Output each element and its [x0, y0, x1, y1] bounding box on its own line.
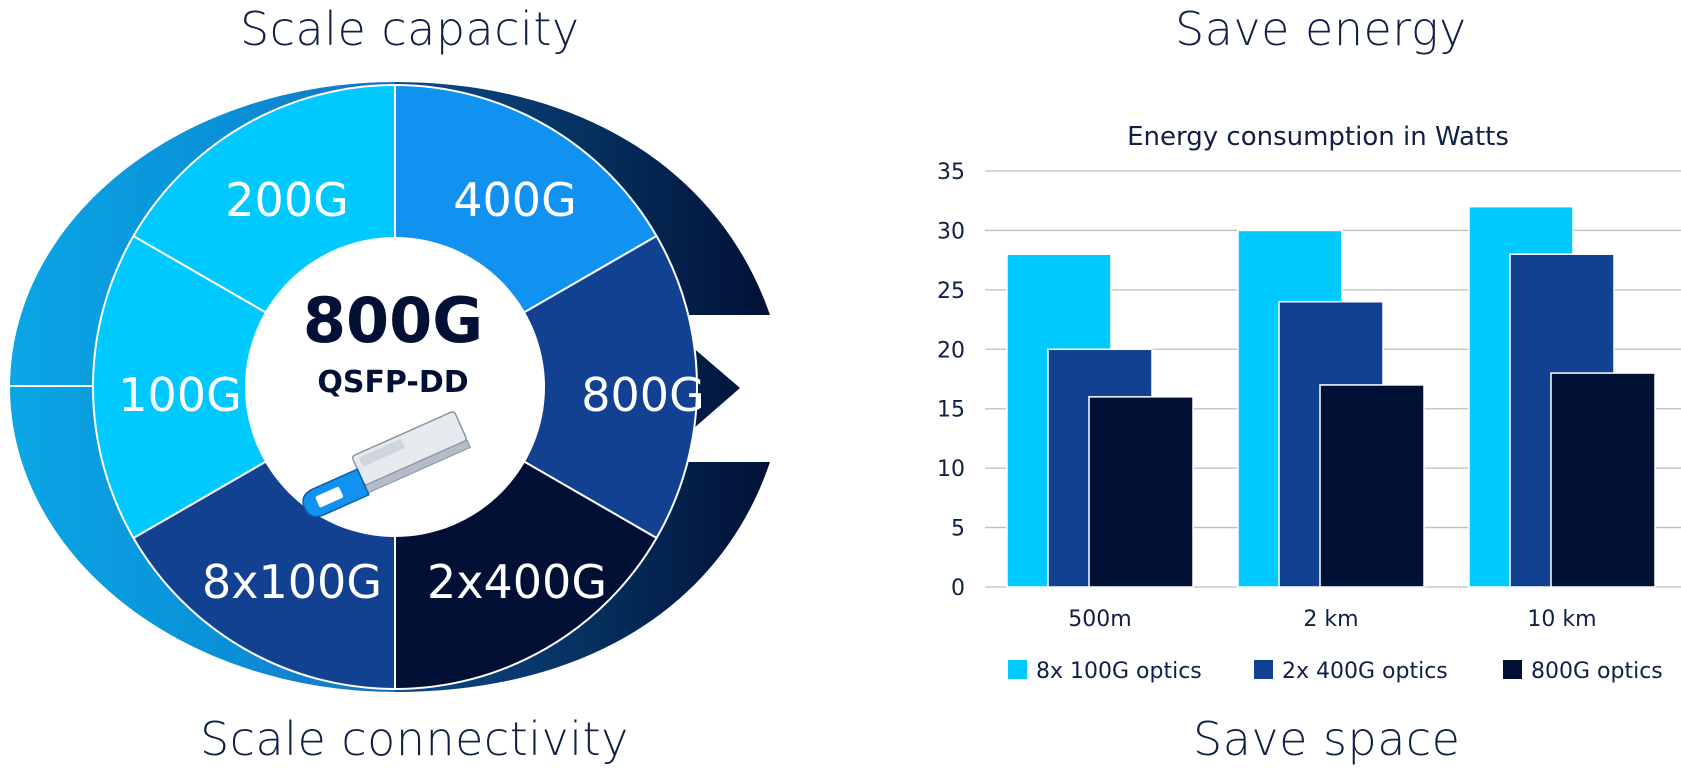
y-tick-label: 5 [951, 517, 965, 542]
center-disc [245, 237, 545, 537]
segment-400g [392, 234, 699, 540]
chart-legend: 8x 100G optics 2x 400G optics 800G optics [1008, 659, 1663, 684]
heading-scale-connectivity: Scale connectivity [200, 712, 629, 766]
heading-save-energy: Save energy [1175, 2, 1467, 56]
x-tick-label: 10 km [1527, 607, 1596, 632]
y-tick-label: 35 [937, 160, 965, 185]
segment-8x100g [91, 234, 398, 540]
segment-label: 800G [581, 368, 704, 422]
segment-label: 200G [225, 173, 348, 227]
segment-label: 400G [453, 173, 576, 227]
segment-labels: 200G 400G 800G 2x400G 8x100G 100G [118, 173, 704, 609]
y-tick-label: 15 [937, 398, 965, 423]
x-tick-label: 2 km [1303, 607, 1358, 632]
segment-label: 2x400G [427, 555, 607, 609]
bar-3-2 [1319, 384, 1425, 588]
legend-label: 2x 400G optics [1282, 659, 1448, 684]
chart-title: Energy consumption in Watts [1127, 122, 1509, 152]
y-tick-label: 10 [937, 457, 965, 482]
legend-swatch [1503, 660, 1522, 679]
y-tick-label: 25 [937, 279, 965, 304]
y-tick-label: 20 [937, 338, 965, 363]
heading-save-space: Save space [1193, 712, 1461, 766]
qsfp-dd-module-icon [302, 411, 471, 518]
center-subtitle: QSFP-DD [317, 365, 468, 400]
bar-3-1 [1088, 396, 1194, 588]
legend-swatch [1008, 660, 1027, 679]
y-tick-label: 0 [951, 576, 965, 601]
x-tick-label: 500m [1068, 607, 1131, 632]
legend-swatch [1254, 660, 1273, 679]
heading-scale-capacity: Scale capacity [240, 2, 580, 56]
y-tick-label: 30 [937, 219, 965, 244]
legend-label: 8x 100G optics [1036, 659, 1202, 684]
segment-label: 8x100G [202, 555, 382, 609]
center-title: 800G [303, 284, 483, 357]
capacity-diagram: 200G 400G 800G 2x400G 8x100G 100G 800G QSFP-D… [10, 82, 770, 692]
y-axis-ticks: 0 5 10 15 20 25 30 35 [937, 160, 965, 601]
x-axis-ticks: 500m 2 km 10 km [1068, 607, 1596, 632]
segment-label: 100G [118, 368, 241, 422]
chart-bars [1006, 205, 1656, 588]
bar-3-3 [1550, 372, 1656, 588]
legend-label: 800G optics [1531, 659, 1663, 684]
